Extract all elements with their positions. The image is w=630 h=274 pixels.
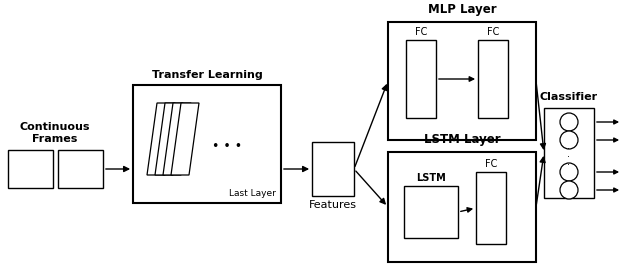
Text: Last Layer: Last Layer bbox=[229, 189, 276, 198]
Text: Continuous
Frames: Continuous Frames bbox=[20, 122, 90, 144]
Bar bbox=[544, 108, 594, 198]
Bar bbox=[133, 85, 281, 203]
Text: • • •: • • • bbox=[212, 141, 242, 153]
Text: Transfer Learning: Transfer Learning bbox=[152, 70, 262, 80]
Circle shape bbox=[560, 113, 578, 131]
Text: LSTM Layer: LSTM Layer bbox=[424, 133, 500, 146]
Bar bbox=[312, 142, 354, 196]
Text: FC: FC bbox=[415, 27, 427, 37]
Polygon shape bbox=[163, 103, 191, 175]
Circle shape bbox=[560, 181, 578, 199]
Polygon shape bbox=[147, 103, 175, 175]
Bar bbox=[404, 186, 458, 238]
Bar bbox=[8, 150, 53, 188]
Text: ·
·
·: · · · bbox=[568, 144, 571, 170]
Circle shape bbox=[560, 163, 578, 181]
Bar bbox=[406, 40, 436, 118]
Circle shape bbox=[560, 131, 578, 149]
Bar bbox=[58, 150, 103, 188]
Text: FC: FC bbox=[487, 27, 499, 37]
Bar bbox=[388, 22, 536, 140]
Bar bbox=[478, 40, 508, 118]
Text: Features: Features bbox=[309, 200, 357, 210]
Text: FC: FC bbox=[485, 159, 497, 169]
Polygon shape bbox=[155, 103, 183, 175]
Text: MLP Layer: MLP Layer bbox=[428, 3, 496, 16]
Polygon shape bbox=[171, 103, 199, 175]
Text: LSTM: LSTM bbox=[416, 173, 446, 183]
Bar bbox=[476, 172, 506, 244]
Text: Classifier: Classifier bbox=[540, 92, 598, 102]
Bar bbox=[388, 152, 536, 262]
